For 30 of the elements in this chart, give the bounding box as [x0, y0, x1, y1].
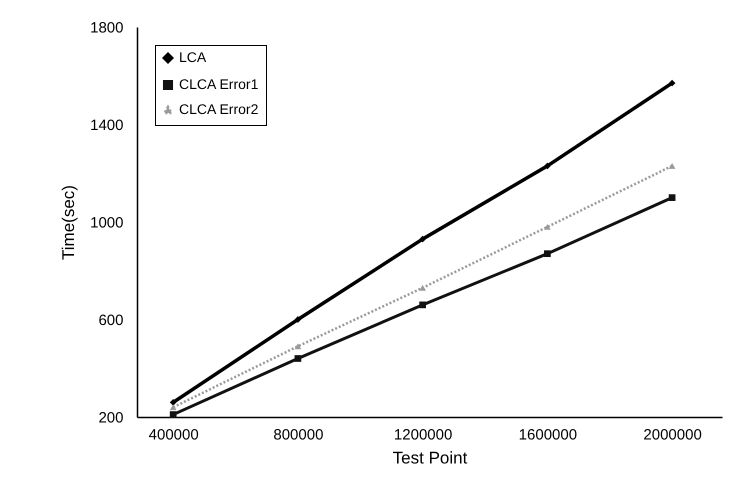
point [170, 411, 177, 418]
point [668, 80, 676, 86]
y-axis-title: Time(sec) [59, 185, 78, 260]
legend-label: CLCA Error2 [179, 101, 259, 117]
x-tick-label: 1600000 [518, 426, 578, 444]
point [544, 224, 551, 230]
x-tick-label: 1200000 [394, 426, 452, 444]
point [544, 250, 551, 258]
point [419, 302, 426, 308]
point [419, 236, 426, 242]
y-tick-label: 200 [98, 410, 124, 426]
legend-label: CLCA Error1 [179, 76, 259, 92]
point [170, 399, 177, 406]
y-tick-label: 1000 [90, 214, 124, 232]
point [294, 343, 302, 350]
x-axis-title: Test Point [392, 448, 468, 468]
point [294, 316, 302, 323]
point [294, 355, 302, 362]
y-tick-label: 1800 [90, 20, 124, 36]
legend-label: LCA [179, 49, 207, 65]
x-tick-label: 2000000 [643, 426, 702, 444]
point [170, 404, 177, 410]
point [668, 194, 676, 201]
y-tick-label: 600 [98, 312, 124, 329]
x-tick-label: 800000 [273, 426, 324, 444]
point [419, 284, 426, 291]
y-tick-label: 1400 [90, 117, 124, 134]
point [668, 163, 676, 169]
point [544, 162, 551, 170]
x-tick-label: 400000 [148, 426, 199, 444]
